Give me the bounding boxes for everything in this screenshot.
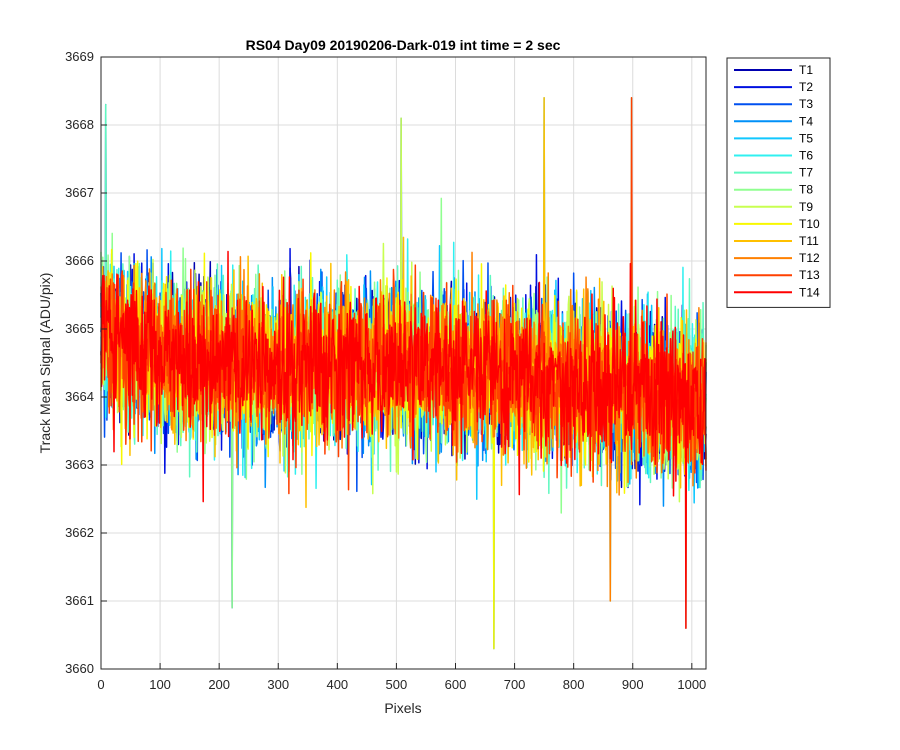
y-tick-label: 3668 bbox=[65, 117, 94, 132]
x-tick-label: 800 bbox=[563, 677, 585, 692]
legend-label: T9 bbox=[799, 200, 813, 214]
y-tick-label: 3669 bbox=[65, 49, 94, 64]
legend-label: T13 bbox=[799, 268, 820, 282]
x-tick-label: 100 bbox=[149, 677, 171, 692]
x-tick-label: 500 bbox=[386, 677, 408, 692]
series-layer bbox=[100, 97, 707, 650]
axis-ticks: 0 100 200 300 400 500 600 700 800 900 1000 3660 3661… bbox=[65, 49, 706, 692]
legend-label: T7 bbox=[799, 166, 813, 180]
x-tick-label: 200 bbox=[208, 677, 230, 692]
y-tick-label: 3663 bbox=[65, 457, 94, 472]
chart-title: RS04 Day09 20190206-Dark-019 int time = … bbox=[246, 37, 561, 53]
legend-label: T6 bbox=[799, 149, 813, 163]
legend: T1 T2 T3 T4 T5 T6 T7 T8 T9 T10 T11 T12 T13 T14 bbox=[726, 57, 831, 308]
legend-label: T2 bbox=[799, 80, 813, 94]
x-tick-label: 400 bbox=[326, 677, 348, 692]
plot-frame bbox=[100, 56, 707, 670]
x-tick-label: 900 bbox=[622, 677, 644, 692]
y-tick-label: 3666 bbox=[65, 253, 94, 268]
y-tick-label: 3661 bbox=[65, 593, 94, 608]
x-tick-label: 700 bbox=[504, 677, 526, 692]
legend-label: T12 bbox=[799, 251, 820, 265]
series-line-t14 bbox=[100, 250, 707, 629]
legend-label: T1 bbox=[799, 63, 813, 77]
legend-label: T3 bbox=[799, 97, 813, 111]
legend-label: T14 bbox=[799, 285, 820, 299]
y-tick-label: 3662 bbox=[65, 525, 94, 540]
legend-label: T4 bbox=[799, 114, 813, 128]
legend-label: T10 bbox=[799, 217, 820, 231]
y-tick-label: 3665 bbox=[65, 321, 94, 336]
y-tick-label: 3664 bbox=[65, 389, 94, 404]
x-tick-label: 600 bbox=[445, 677, 467, 692]
y-axis-label: Track Mean Signal (ADU/pix) bbox=[37, 273, 53, 454]
x-tick-label: 300 bbox=[267, 677, 289, 692]
legend-box bbox=[726, 57, 831, 308]
x-axis-label: Pixels bbox=[384, 700, 421, 716]
legend-label: T8 bbox=[799, 183, 813, 197]
y-tick-label: 3660 bbox=[65, 661, 94, 676]
y-tick-label: 3667 bbox=[65, 185, 94, 200]
legend-label: T11 bbox=[799, 234, 819, 248]
x-tick-label: 0 bbox=[97, 677, 104, 692]
x-tick-label: 1000 bbox=[677, 677, 706, 692]
legend-label: T5 bbox=[799, 131, 813, 145]
